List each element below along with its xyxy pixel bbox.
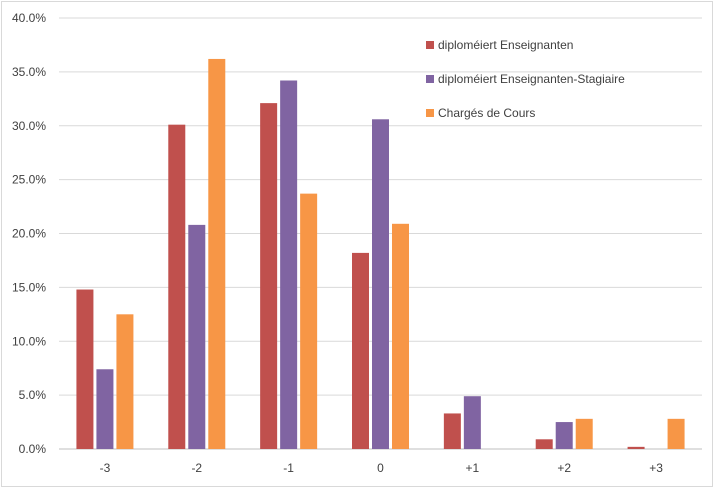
- x-tick-label: -1: [283, 461, 294, 475]
- x-tick-label: +3: [649, 461, 663, 475]
- legend-label: diploméiert Enseignanten-Stagiaire: [438, 72, 625, 86]
- y-tick-label: 10.0%: [12, 334, 46, 348]
- legend-swatch: [426, 109, 434, 117]
- legend-swatch: [426, 75, 434, 83]
- bar: [667, 418, 685, 449]
- x-tick-label: -2: [191, 461, 202, 475]
- y-tick-label: 35.0%: [12, 65, 46, 79]
- x-tick-label: 0: [377, 461, 384, 475]
- bar: [352, 252, 369, 449]
- x-axis: -3 -2 -1 0 +1 +2 +3: [100, 461, 664, 475]
- bar: [280, 80, 298, 450]
- bar: [535, 439, 553, 449]
- bar: [188, 224, 206, 449]
- bar: [443, 413, 461, 449]
- x-tick-label: -3: [100, 461, 111, 475]
- y-tick-label: 40.0%: [12, 11, 46, 25]
- legend: diploméiert Enseignanten diploméiert Ense…: [426, 38, 625, 120]
- bar: [208, 58, 226, 449]
- y-tick-label: 30.0%: [12, 119, 46, 133]
- bars: [76, 58, 685, 450]
- legend-swatch: [426, 41, 434, 49]
- bar: [116, 314, 134, 449]
- bar: [300, 193, 318, 449]
- bar: [463, 396, 481, 449]
- y-tick-label: 0.0%: [19, 442, 47, 456]
- bar: [392, 223, 409, 449]
- y-axis: 0.0% 5.0% 10.0% 15.0% 20.0% 25.0% 30.0% 35.0% 40…: [12, 11, 46, 456]
- bar: [76, 289, 94, 449]
- x-tick-label: +2: [557, 461, 571, 475]
- bar: [168, 124, 186, 450]
- bar: [555, 422, 573, 449]
- y-tick-label: 5.0%: [19, 388, 47, 402]
- x-tick-label: +1: [466, 461, 480, 475]
- bar: [260, 103, 278, 449]
- y-tick-label: 25.0%: [12, 173, 46, 187]
- bar: [627, 446, 645, 449]
- y-tick-label: 20.0%: [12, 227, 46, 241]
- bar: [96, 369, 114, 449]
- bar: [575, 418, 593, 449]
- legend-label: Chargés de Cours: [438, 106, 535, 120]
- y-tick-label: 15.0%: [12, 280, 46, 294]
- bar: [372, 119, 389, 449]
- legend-label: diploméiert Enseignanten: [438, 38, 573, 52]
